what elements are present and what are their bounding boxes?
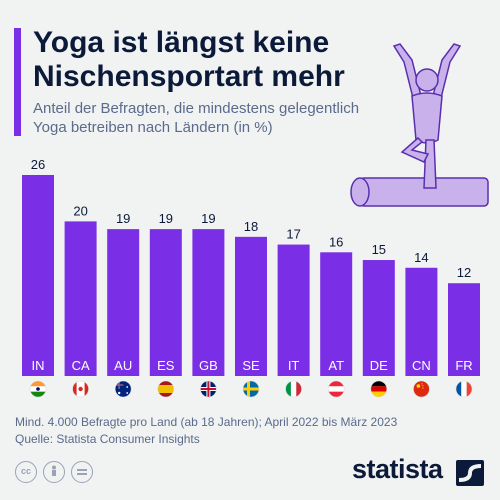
subtitle-line-1: Anteil der Befragten, die mindestens gel…	[33, 100, 360, 117]
flag-italy-icon	[285, 380, 302, 398]
bar-in	[22, 175, 54, 376]
data-label-es: 19	[159, 211, 173, 226]
flag-china-icon	[413, 380, 430, 398]
flag-germany-icon	[370, 380, 388, 398]
bar-au	[107, 229, 140, 376]
bar-ca	[64, 221, 97, 376]
data-label-in: 26	[31, 157, 45, 172]
yoga-figure-illustration	[350, 43, 489, 207]
license-icons: cc	[15, 461, 93, 483]
title-line-1: Yoga ist längst keine	[33, 26, 330, 59]
subtitle-line-2: Yoga betreiben nach Ländern (in %)	[33, 119, 273, 136]
data-label-gb: 19	[201, 211, 215, 226]
footnote-note: Mind. 4.000 Befragte pro Land (ab 18 Jah…	[15, 415, 398, 429]
category-label-au: AU	[114, 358, 132, 373]
flag-spain-icon	[157, 380, 175, 398]
data-label-it: 17	[286, 227, 300, 242]
data-label-fr: 12	[457, 265, 471, 280]
data-label-se: 18	[244, 219, 258, 234]
flag-canada-icon	[72, 380, 89, 398]
footnote-source: Quelle: Statista Consumer Insights	[15, 432, 200, 446]
chart-title: Yoga ist längst keine Nischensportart me…	[33, 26, 473, 94]
flag-austria-icon	[327, 380, 345, 398]
category-label-at: AT	[328, 358, 344, 373]
cc-icon[interactable]: cc	[15, 461, 37, 483]
data-label-ca: 20	[73, 203, 87, 218]
flag-australia-icon	[114, 380, 132, 398]
bar-se	[235, 236, 267, 376]
flag-france-icon	[455, 380, 473, 398]
flag-india-icon	[29, 380, 47, 398]
person-icon[interactable]	[43, 461, 65, 483]
category-label-cn: CN	[412, 358, 431, 373]
data-label-at: 16	[329, 234, 343, 249]
title-line-2: Nischensportart mehr	[33, 60, 345, 93]
data-label-au: 19	[116, 211, 130, 226]
bar-es	[149, 229, 182, 376]
bar-chart: 26 IN 20 CA 19 AU 19 ES 19 GB 18 SE 17 IT 16 AT 15 DE 14 CN…	[22, 157, 480, 398]
data-label-cn: 14	[414, 250, 428, 265]
bar-it	[277, 244, 310, 376]
category-label-se: SE	[242, 358, 260, 373]
flag-united-kingdom-icon	[200, 380, 217, 398]
category-label-de: DE	[370, 358, 388, 373]
category-label-fr: FR	[455, 358, 472, 373]
bar-fr	[448, 283, 480, 376]
statista-logo-text: statista	[352, 454, 443, 484]
category-label-in: IN	[32, 358, 45, 373]
footnote: Mind. 4.000 Befragte pro Land (ab 18 Jah…	[15, 414, 397, 448]
chart-subtitle: Anteil der Befragten, die mindestens gel…	[33, 99, 433, 137]
flag-sweden-icon	[242, 380, 260, 398]
equals-icon[interactable]	[71, 461, 93, 483]
statista-logo-icon	[456, 460, 484, 486]
category-label-it: IT	[288, 358, 300, 373]
bar-at	[320, 252, 353, 376]
bar-gb	[192, 229, 225, 376]
category-label-gb: GB	[199, 358, 218, 373]
category-label-es: ES	[157, 358, 175, 373]
bar-cn	[405, 267, 438, 376]
bar-de	[362, 260, 395, 376]
data-label-de: 15	[372, 242, 386, 257]
category-label-ca: CA	[72, 358, 90, 373]
title-accent-bar	[14, 28, 21, 136]
